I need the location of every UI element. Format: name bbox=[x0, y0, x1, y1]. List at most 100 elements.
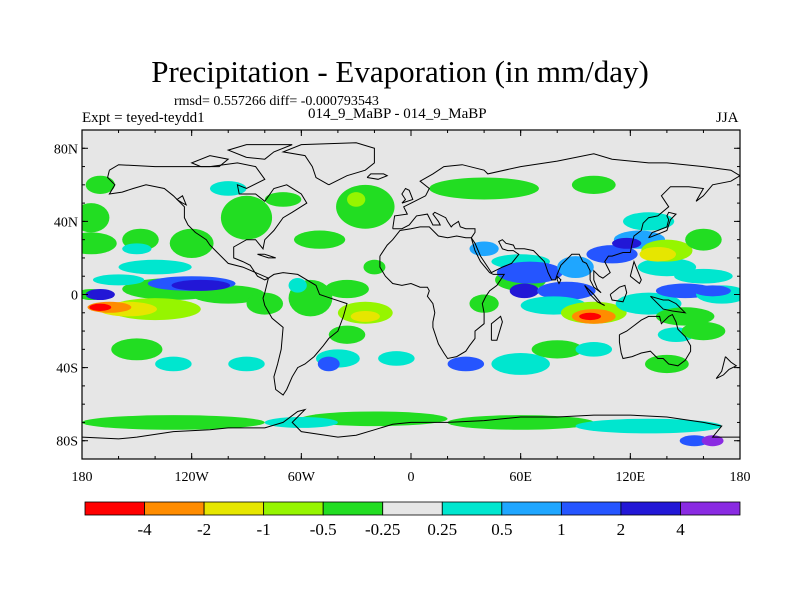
anomaly-region bbox=[118, 259, 192, 275]
colorbar-label: -0.25 bbox=[365, 520, 400, 539]
anomaly-region bbox=[92, 274, 145, 286]
anomaly-region bbox=[612, 237, 642, 249]
coastline bbox=[366, 173, 389, 180]
anomaly-region bbox=[701, 435, 724, 447]
anomaly-region bbox=[644, 354, 689, 374]
colorbar-box bbox=[441, 501, 503, 516]
anomaly-region bbox=[328, 325, 366, 344]
coastline bbox=[379, 226, 506, 360]
coastline bbox=[650, 295, 687, 314]
anomaly-region bbox=[491, 352, 550, 375]
coastline bbox=[190, 155, 230, 168]
coastline bbox=[556, 275, 562, 285]
colorbar-box bbox=[560, 501, 622, 516]
coastline bbox=[262, 272, 348, 396]
anomaly-region bbox=[363, 259, 386, 275]
anomaly-region bbox=[325, 279, 369, 299]
anomaly-region bbox=[679, 435, 709, 447]
y-tick-label: 40S bbox=[56, 362, 78, 377]
coastline bbox=[648, 211, 677, 239]
colorbar-label: 1 bbox=[557, 520, 566, 539]
x-tick-label: 120W bbox=[175, 470, 210, 485]
anomaly-region bbox=[575, 418, 722, 434]
case-label: 014_9_MaBP - 014_9_MaBP bbox=[308, 106, 487, 122]
anomaly-region bbox=[111, 338, 163, 361]
x-tick-label: 120E bbox=[616, 470, 646, 485]
anomaly-region bbox=[586, 245, 638, 264]
y-tick-label: 80S bbox=[56, 435, 78, 450]
anomaly-region bbox=[85, 289, 115, 300]
field-contours bbox=[82, 175, 740, 447]
anomaly-region bbox=[378, 351, 415, 366]
anomaly-region bbox=[681, 321, 726, 341]
coastline bbox=[82, 408, 740, 440]
anomaly-region bbox=[469, 294, 499, 313]
anomaly-region bbox=[347, 192, 366, 207]
y-tick-label: 80N bbox=[54, 142, 78, 157]
coastline bbox=[257, 253, 276, 259]
coastline bbox=[609, 284, 628, 303]
colorbar-box bbox=[263, 501, 324, 516]
anomaly-region bbox=[220, 195, 273, 240]
anomaly-region bbox=[122, 243, 152, 255]
anomaly-region bbox=[350, 310, 380, 322]
rmsd-diff-stats: rmsd= 0.557266 diff= -0.000793543 bbox=[174, 94, 379, 109]
x-tick-label: 60W bbox=[288, 470, 316, 485]
x-tick-label: 0 bbox=[408, 470, 415, 485]
anomaly-region bbox=[557, 256, 594, 279]
anomaly-region bbox=[575, 342, 613, 357]
anomaly-region bbox=[264, 192, 302, 207]
anomaly-region bbox=[469, 241, 499, 257]
x-tick-label: 180 bbox=[72, 470, 93, 485]
y-axis: 80N 40N 0 40S 80S bbox=[54, 142, 740, 450]
colorbar-box bbox=[322, 501, 384, 516]
y-tick-label: 40N bbox=[54, 215, 78, 230]
y-tick-label: 0 bbox=[71, 289, 78, 304]
coastline bbox=[618, 313, 692, 367]
anomaly-region bbox=[89, 303, 112, 311]
colorbar-box bbox=[84, 501, 145, 516]
x-tick-label: 60E bbox=[509, 470, 532, 485]
anomaly-region bbox=[579, 312, 602, 321]
colorbar-box bbox=[501, 501, 562, 516]
anomaly-region bbox=[447, 356, 485, 372]
anomaly-region bbox=[228, 356, 265, 372]
x-axis: 180 120W 60W 0 60E 120E 180 bbox=[72, 130, 751, 485]
anomaly-region bbox=[294, 230, 346, 249]
colorbar-label: -2 bbox=[197, 520, 211, 539]
colorbar-box bbox=[203, 501, 265, 516]
anomaly-region bbox=[531, 340, 583, 359]
anomaly-region bbox=[571, 175, 616, 194]
anomaly-region bbox=[82, 415, 265, 430]
anomaly-region bbox=[171, 279, 231, 291]
colorbar-label: 0.25 bbox=[427, 520, 457, 539]
anomaly-region bbox=[336, 184, 395, 229]
anomaly-region bbox=[623, 212, 675, 231]
colorbar-label: -4 bbox=[137, 520, 152, 539]
anomaly-region bbox=[639, 246, 677, 262]
coastline bbox=[584, 285, 605, 306]
coastline bbox=[176, 195, 188, 206]
colorbar-label: 0.5 bbox=[491, 520, 512, 539]
anomaly-region bbox=[264, 416, 338, 428]
coastline bbox=[629, 259, 642, 285]
colorbar-box bbox=[382, 501, 443, 516]
colorbar: -4 -2 -1 -0.5 -0.25 0.25 0.5 1 2 4 bbox=[84, 501, 741, 539]
anomaly-region bbox=[429, 177, 539, 200]
anomaly-region bbox=[447, 415, 594, 430]
anomaly-region bbox=[674, 268, 733, 284]
anomaly-region bbox=[82, 203, 110, 233]
anomaly-region bbox=[155, 356, 192, 372]
coastline bbox=[281, 142, 375, 186]
x-tick-label: 180 bbox=[730, 470, 751, 485]
anomaly-region bbox=[685, 228, 722, 251]
colorbar-label: 2 bbox=[617, 520, 626, 539]
chart-title: Precipitation - Evaporation (in mm/day) bbox=[151, 54, 649, 89]
coastline bbox=[715, 356, 738, 380]
colorbar-label: -0.5 bbox=[310, 520, 337, 539]
anomaly-region bbox=[82, 232, 117, 255]
coastlines bbox=[82, 142, 740, 440]
coastline bbox=[490, 315, 503, 341]
anomaly-region bbox=[537, 281, 596, 300]
experiment-label: Expt = teyed-teydd1 bbox=[82, 110, 205, 126]
